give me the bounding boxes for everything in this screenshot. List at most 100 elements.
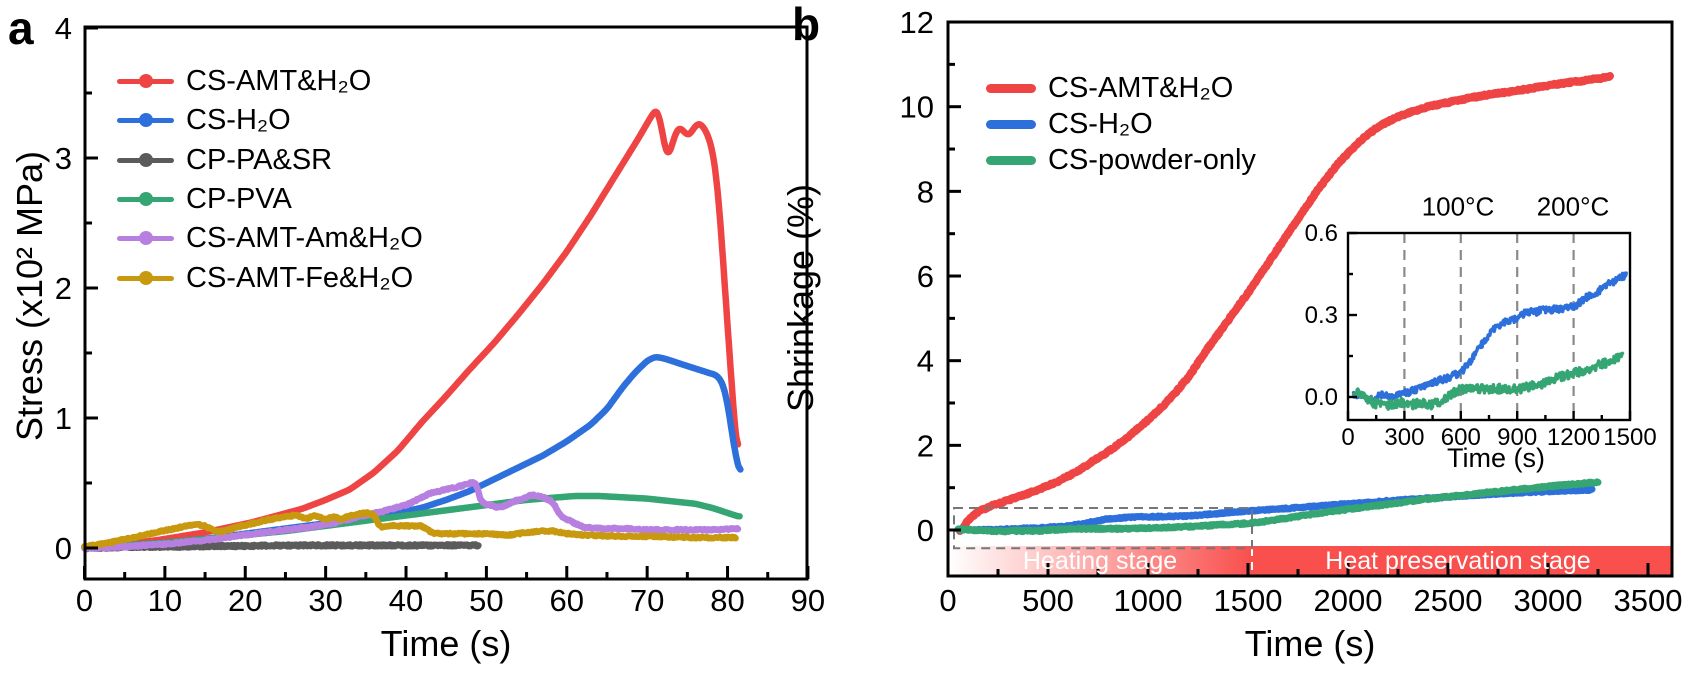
legend-item: CS-powder-only xyxy=(986,143,1256,177)
x-tick-label: 300 xyxy=(1384,424,1424,451)
inset-temp-label-100C: 100°C xyxy=(1421,191,1495,222)
inset-chart xyxy=(1345,230,1633,423)
y-tick-label: 2 xyxy=(917,428,934,463)
y-tick-label: 0 xyxy=(55,531,72,566)
zoom-region-box xyxy=(953,506,1253,550)
x-tick-label: 20 xyxy=(228,583,262,618)
legend-label: CS-AMT&H₂O xyxy=(1048,71,1234,104)
y-tick-label: 0 xyxy=(917,513,934,548)
inset-temp-label-200C: 200°C xyxy=(1536,191,1610,222)
curve-CS-H-O xyxy=(1351,271,1628,405)
y-tick-label: 8 xyxy=(917,174,934,209)
x-tick-label: 10 xyxy=(148,583,182,618)
inset-axes: 0 300 600 900 1200 1500 0.0 0.3 0.6 xyxy=(1305,220,1657,451)
panel-a-axes: 0 10 20 30 40 50 60 70 80 90 0 1 2 3 4 xyxy=(55,11,825,618)
y-tick-label: 0.6 xyxy=(1305,220,1338,247)
x-tick-label: 70 xyxy=(630,583,664,618)
legend-item: CS-H₂O xyxy=(986,107,1153,141)
x-tick-label: 2000 xyxy=(1314,583,1383,618)
legend-item: CS-AMT-Am&H₂O xyxy=(117,221,423,255)
curve-CS-powder-only xyxy=(1351,351,1625,411)
x-tick-label: 1200 xyxy=(1547,424,1600,451)
x-tick-label: 3000 xyxy=(1514,583,1583,618)
legend-marker-dot-icon xyxy=(138,153,153,167)
y-tick-label: 4 xyxy=(917,344,934,379)
curve-CS-H-O xyxy=(81,354,744,552)
legend-label: CP-PA&SR xyxy=(186,143,333,176)
x-tick-label: 50 xyxy=(469,583,503,618)
legend-swatch-line-icon xyxy=(117,153,174,167)
y-tick-label: 0.3 xyxy=(1305,302,1338,329)
legend-label: CS-H₂O xyxy=(1048,107,1153,140)
panel-a-letter: a xyxy=(8,2,34,54)
x-tick-label: 1500 xyxy=(1214,583,1283,618)
legend-item: CP-PA&SR xyxy=(117,143,332,177)
legend-item: CS-H₂O xyxy=(117,103,291,137)
x-tick-label: 900 xyxy=(1497,424,1537,451)
curve-CS-AMT-Fe-H-O xyxy=(81,509,739,551)
legend-item: CS-AMT&H₂O xyxy=(117,64,371,98)
y-tick-label: 10 xyxy=(900,90,934,125)
x-tick-label: 80 xyxy=(710,583,744,618)
curve-CS-powder-only xyxy=(954,478,1602,536)
x-tick-label: 90 xyxy=(791,583,825,618)
legend-swatch-line-icon xyxy=(117,113,174,127)
legend-swatch-line-icon xyxy=(117,192,174,206)
legend-label: CS-powder-only xyxy=(1048,143,1256,176)
curve-CS-AMT-H-O xyxy=(956,72,1614,535)
legend-marker-dot-icon xyxy=(138,192,153,206)
y-tick-label: 3 xyxy=(55,141,72,176)
y-tick-label: 6 xyxy=(917,259,934,294)
legend-marker-dot-icon xyxy=(138,74,153,88)
x-tick-label: 1000 xyxy=(1114,583,1183,618)
x-tick-label: 40 xyxy=(389,583,423,618)
legend-item: CS-AMT&H₂O xyxy=(986,71,1233,105)
legend-item: CS-AMT-Fe&H₂O xyxy=(117,261,413,295)
legend-swatch-line-icon xyxy=(986,83,1036,93)
curve-CS-AMT-Am-H-O xyxy=(81,479,742,552)
legend-marker-dot-icon xyxy=(138,113,153,127)
x-tick-label: 2500 xyxy=(1414,583,1483,618)
x-tick-label: 30 xyxy=(308,583,342,618)
legend-item: CP-PVA xyxy=(117,182,292,216)
legend-label: CP-PVA xyxy=(186,182,292,215)
x-tick-label: 600 xyxy=(1441,424,1481,451)
y-tick-label: 0.0 xyxy=(1305,384,1338,411)
legend-swatch-line-icon xyxy=(986,119,1036,129)
x-tick-label: 0 xyxy=(1341,424,1354,451)
legend-label: CS-H₂O xyxy=(186,103,291,136)
panel-b-y-axis-title: Shrinkage (%) xyxy=(780,183,822,413)
legend-swatch-line-icon xyxy=(117,74,174,88)
heat-preservation-stage-label: Heat preservation stage xyxy=(1325,546,1591,575)
curve-CS-AMT-H-O xyxy=(81,108,742,550)
panel-b-series xyxy=(954,72,1614,536)
x-tick-label: 0 xyxy=(939,583,956,618)
legend-marker-dot-icon xyxy=(138,271,153,285)
y-tick-label: 4 xyxy=(55,11,72,46)
y-tick-label: 2 xyxy=(55,271,72,306)
x-tick-label: 0 xyxy=(76,583,93,618)
x-tick-label: 60 xyxy=(550,583,584,618)
y-tick-label: 1 xyxy=(55,401,72,436)
panel-b-letter: b xyxy=(792,0,821,50)
panel-a-y-axis-title: Stress (x10² MPa) xyxy=(9,150,51,442)
legend-swatch-line-icon xyxy=(986,155,1036,165)
x-tick-label: 1500 xyxy=(1603,424,1656,451)
legend-marker-dot-icon xyxy=(138,231,153,245)
legend-swatch-line-icon xyxy=(117,231,174,245)
legend-label: CS-AMT-Fe&H₂O xyxy=(186,261,414,294)
y-tick-label: 12 xyxy=(900,5,934,40)
inset-x-axis-title: Time (s) xyxy=(1447,442,1545,473)
x-tick-label: 3500 xyxy=(1614,583,1683,618)
legend-label: CS-AMT-Am&H₂O xyxy=(186,221,423,254)
legend-swatch-line-icon xyxy=(117,271,174,285)
panel-b-x-axis-title: Time (s) xyxy=(1244,623,1376,665)
heating-stage-label: Heating stage xyxy=(1022,546,1178,575)
stage-band xyxy=(948,546,1672,576)
panel-a-series xyxy=(81,108,744,553)
x-tick-label: 500 xyxy=(1022,583,1074,618)
legend-label: CS-AMT&H₂O xyxy=(186,64,372,97)
